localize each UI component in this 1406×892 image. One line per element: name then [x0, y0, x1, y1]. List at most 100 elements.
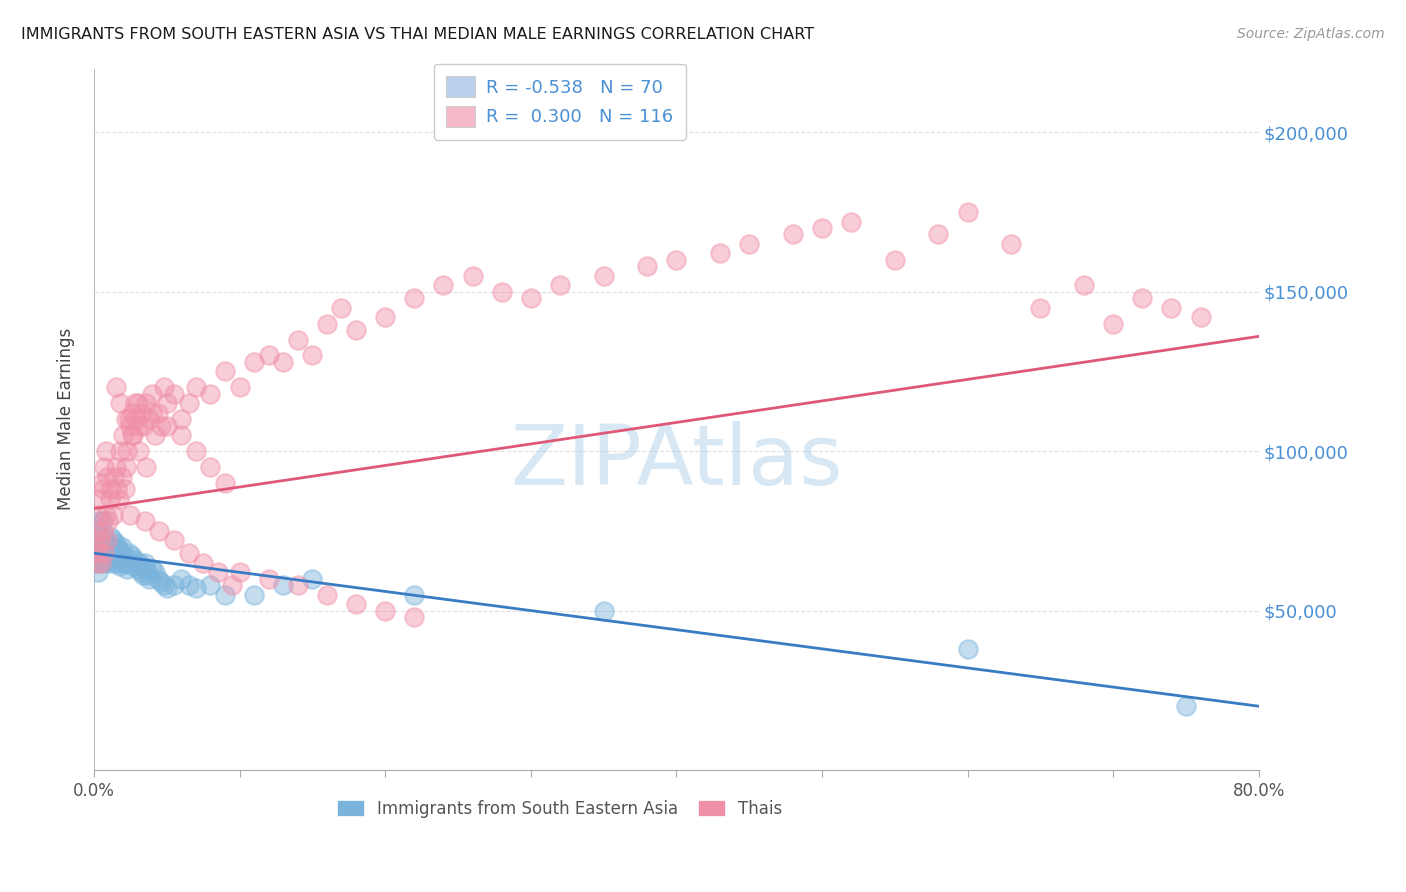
Point	[257, 349, 280, 363]
Point	[104, 549, 127, 564]
Point	[93, 546, 115, 560]
Point	[134, 514, 156, 528]
Point	[287, 578, 309, 592]
Point	[1160, 301, 1182, 315]
Point	[108, 546, 131, 560]
Point	[132, 568, 155, 582]
Point	[432, 278, 454, 293]
Point	[883, 252, 905, 267]
Point	[1175, 699, 1198, 714]
Point	[170, 428, 193, 442]
Point	[135, 562, 157, 576]
Point	[87, 524, 110, 538]
Point	[110, 540, 132, 554]
Point	[271, 578, 294, 592]
Point	[114, 483, 136, 497]
Point	[112, 428, 135, 442]
Point	[87, 508, 110, 522]
Point	[1130, 291, 1153, 305]
Point	[128, 444, 150, 458]
Point	[163, 533, 186, 548]
Point	[374, 603, 396, 617]
Point	[86, 524, 108, 538]
Point	[115, 412, 138, 426]
Point	[1102, 317, 1125, 331]
Point	[124, 552, 146, 566]
Point	[91, 524, 114, 538]
Point	[104, 380, 127, 394]
Point	[96, 546, 118, 560]
Point	[956, 205, 979, 219]
Point	[156, 396, 179, 410]
Point	[1029, 301, 1052, 315]
Point	[141, 386, 163, 401]
Point	[118, 546, 141, 560]
Point	[96, 469, 118, 483]
Point	[548, 278, 571, 293]
Point	[1189, 310, 1212, 325]
Point	[97, 556, 120, 570]
Point	[228, 566, 250, 580]
Point	[98, 491, 121, 506]
Point	[200, 460, 222, 475]
Point	[228, 380, 250, 394]
Point	[105, 483, 128, 497]
Point	[153, 380, 176, 394]
Point	[156, 418, 179, 433]
Point	[117, 562, 139, 576]
Point	[134, 556, 156, 570]
Point	[124, 396, 146, 410]
Point	[101, 508, 124, 522]
Point	[100, 530, 122, 544]
Point	[91, 483, 114, 497]
Point	[1000, 236, 1022, 251]
Point	[129, 406, 152, 420]
Point	[214, 588, 236, 602]
Point	[344, 597, 367, 611]
Point	[104, 540, 127, 554]
Point	[122, 428, 145, 442]
Point	[90, 556, 112, 570]
Point	[404, 588, 426, 602]
Point	[117, 444, 139, 458]
Point	[177, 578, 200, 592]
Point	[90, 546, 112, 560]
Point	[120, 418, 142, 433]
Point	[94, 508, 117, 522]
Point	[148, 524, 170, 538]
Point	[121, 549, 143, 564]
Point	[143, 428, 166, 442]
Point	[94, 444, 117, 458]
Text: Source: ZipAtlas.com: Source: ZipAtlas.com	[1237, 27, 1385, 41]
Point	[927, 227, 949, 242]
Point	[89, 540, 111, 554]
Point	[125, 412, 148, 426]
Point	[93, 540, 115, 554]
Point	[184, 380, 207, 394]
Point	[90, 530, 112, 544]
Point	[214, 364, 236, 378]
Point	[207, 566, 229, 580]
Point	[84, 540, 107, 554]
Point	[163, 578, 186, 592]
Point	[243, 588, 266, 602]
Point	[89, 533, 111, 548]
Point	[146, 406, 169, 420]
Point	[98, 549, 121, 564]
Point	[114, 549, 136, 564]
Point	[105, 536, 128, 550]
Point	[271, 355, 294, 369]
Point	[129, 566, 152, 580]
Point	[121, 406, 143, 420]
Point	[91, 514, 114, 528]
Point	[120, 508, 142, 522]
Point	[96, 536, 118, 550]
Point	[91, 556, 114, 570]
Point	[782, 227, 804, 242]
Point	[191, 556, 214, 570]
Point	[90, 476, 112, 491]
Text: ZIPAtlas: ZIPAtlas	[510, 421, 842, 502]
Point	[404, 610, 426, 624]
Point	[330, 301, 353, 315]
Point	[97, 540, 120, 554]
